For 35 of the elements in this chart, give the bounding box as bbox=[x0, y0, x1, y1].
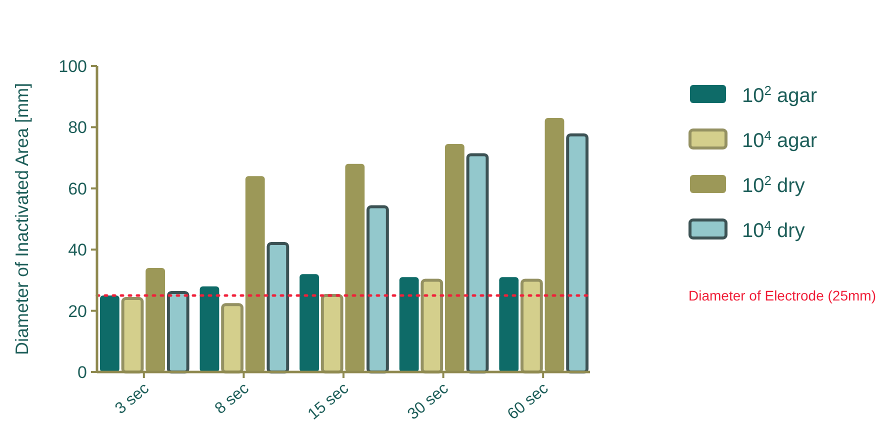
bar bbox=[200, 286, 220, 372]
bar bbox=[466, 153, 489, 374]
y-tick-label: 100 bbox=[58, 57, 87, 76]
y-axis-title: Diameter of Inactivated Area [mm] bbox=[12, 82, 32, 356]
bar bbox=[146, 268, 166, 372]
x-tick-label: 60 sec bbox=[504, 380, 552, 424]
bar bbox=[445, 144, 464, 372]
x-tick-label: 15 sec bbox=[305, 380, 352, 424]
bar bbox=[566, 133, 589, 374]
y-tick-label: 60 bbox=[68, 179, 87, 198]
bar bbox=[520, 278, 543, 374]
legend-label: 10$^{2}$ dry bbox=[742, 172, 805, 197]
bar bbox=[300, 274, 319, 372]
x-tick-label: 8 sec bbox=[212, 380, 252, 418]
bar bbox=[100, 296, 120, 372]
bar bbox=[166, 290, 190, 374]
bar bbox=[245, 176, 265, 372]
y-tick-label: 20 bbox=[68, 302, 87, 321]
x-tick-label: 30 sec bbox=[404, 380, 452, 424]
y-tick-label: 40 bbox=[68, 240, 87, 260]
bar bbox=[544, 118, 564, 372]
bar bbox=[266, 242, 290, 374]
ref-line-label: Diameter of Electrode (25mm) bbox=[688, 288, 876, 304]
bar bbox=[499, 277, 519, 372]
bar bbox=[121, 297, 144, 374]
bar bbox=[221, 303, 244, 374]
legend-label: 10$^{4}$ agar bbox=[742, 128, 818, 152]
legend-label: 10$^{4}$ dry bbox=[742, 218, 805, 242]
bar bbox=[366, 205, 389, 374]
legend-label: 10$^{2}$ agar bbox=[742, 82, 818, 107]
y-tick-label: 0 bbox=[78, 363, 87, 382]
y-tick-label: 80 bbox=[68, 118, 87, 138]
x-tick-label: 3 sec bbox=[112, 380, 152, 418]
bar bbox=[420, 278, 444, 374]
bar bbox=[399, 277, 419, 372]
